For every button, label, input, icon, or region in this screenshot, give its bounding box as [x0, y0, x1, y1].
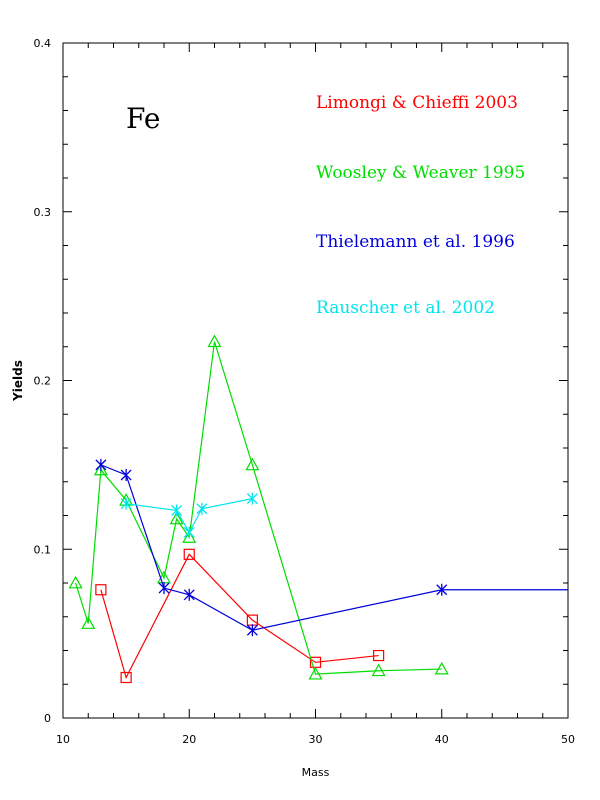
data-point-star: [171, 504, 183, 517]
series-group: [68, 334, 568, 684]
data-point-star: [436, 583, 448, 596]
data-point-star: [95, 458, 107, 471]
data-point-square: [183, 548, 195, 560]
series-0: [95, 548, 385, 684]
data-point-square: [120, 671, 132, 684]
data-point-triangle: [434, 661, 449, 675]
x-tick-label: 30: [309, 733, 323, 746]
data-point-square: [373, 649, 385, 662]
legend-entry: Limongi & Chieffi 2003: [316, 93, 518, 113]
series-2: [95, 458, 568, 637]
x-tick-label: 10: [56, 733, 70, 746]
ticks-group: 10 20 30 40 50 0 0.1 0.2 0.3 0.4: [34, 37, 576, 746]
y-tick-label: 0.4: [34, 37, 52, 50]
data-point-triangle: [68, 575, 83, 589]
data-point-triangle: [308, 666, 323, 680]
data-point-square: [95, 584, 107, 596]
series-line: [75, 341, 442, 675]
data-point-triangle: [371, 663, 386, 677]
y-tick-label: 0.3: [34, 206, 52, 219]
x-tick-label: 50: [561, 733, 575, 746]
data-point-star: [246, 492, 258, 505]
x-tick-label: 20: [182, 733, 196, 746]
data-point-triangle: [245, 457, 260, 471]
y-axis-label: Yields: [11, 360, 25, 402]
element-annotation: Fe: [126, 102, 160, 135]
legend-entry: Rauscher et al. 2002: [316, 298, 495, 318]
series-line: [100, 553, 379, 680]
legend-entry: Thielemann et al. 1996: [316, 232, 515, 252]
data-point-star: [183, 588, 195, 601]
data-point-triangle: [169, 511, 184, 525]
y-tick-label: 0: [44, 712, 51, 725]
y-tick-label: 0.2: [34, 375, 52, 388]
x-tick-label: 40: [435, 733, 449, 746]
data-point-star: [120, 469, 132, 481]
data-point-star: [158, 582, 170, 595]
legend-entry: Woosley & Weaver 1995: [316, 163, 525, 183]
data-point-star: [183, 526, 195, 539]
series-1: [68, 334, 449, 680]
x-axis-label: Mass: [302, 766, 330, 779]
data-point-triangle: [81, 616, 96, 629]
legend: Limongi & Chieffi 2003 Woosley & Weaver 1…: [316, 93, 525, 318]
data-point-star: [120, 497, 132, 510]
data-point-star: [196, 502, 208, 515]
data-point-triangle: [182, 530, 197, 543]
y-tick-label: 0.1: [34, 543, 52, 556]
data-point-triangle: [93, 462, 108, 476]
series-3: [120, 492, 258, 539]
data-point-star: [246, 624, 258, 637]
data-point-triangle: [207, 334, 222, 348]
